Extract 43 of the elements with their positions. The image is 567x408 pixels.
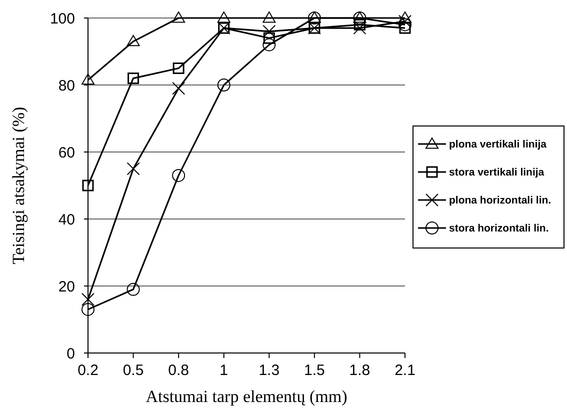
point (82, 180, 94, 192)
point (353, 22, 366, 35)
x-tick-label: 1.3 (258, 362, 280, 379)
point (172, 168, 186, 182)
point (354, 18, 366, 30)
y-tick-label: 60 (58, 144, 75, 162)
point (82, 302, 94, 316)
legend-label: plona horizontali lin. (449, 194, 552, 207)
point (262, 12, 276, 23)
point (262, 38, 276, 52)
x-tick-label: 0.5 (122, 362, 144, 379)
y-tick-label: 20 (58, 278, 75, 296)
point (126, 34, 140, 46)
y-tick-label: 0 (66, 345, 75, 362)
point (263, 32, 275, 44)
point (262, 24, 276, 38)
point (128, 72, 140, 84)
y-tick-label: 40 (58, 211, 75, 228)
y-tick-label: 100 (50, 10, 75, 28)
point (82, 292, 94, 306)
y-tick-label: 80 (58, 77, 75, 94)
point (398, 18, 412, 32)
point (399, 22, 411, 34)
point (398, 12, 412, 23)
point (217, 12, 230, 23)
point (126, 282, 140, 296)
x-axis-title: Atstumai tarp elementų (mm) (146, 387, 348, 406)
point (172, 62, 184, 74)
point (172, 82, 186, 95)
x-tick-label: 0.2 (78, 362, 98, 379)
point (82, 73, 94, 85)
x-tick-label: 1 (220, 362, 228, 379)
x-tick-label: 1.5 (304, 362, 325, 379)
legend-label: plona vertikali linija (449, 138, 547, 151)
point (172, 12, 186, 23)
legend-label: stora vertikali linija (449, 166, 544, 179)
point (217, 78, 230, 92)
x-tick-label: 1.8 (349, 362, 370, 379)
legend-label: stora horizontali lin. (449, 222, 549, 235)
x-tick-label: 2.1 (394, 362, 416, 379)
x-tick-label: 0.8 (168, 362, 189, 379)
point (126, 162, 140, 176)
y-axis-title: Teisingi atsakymai (%) (9, 106, 28, 264)
